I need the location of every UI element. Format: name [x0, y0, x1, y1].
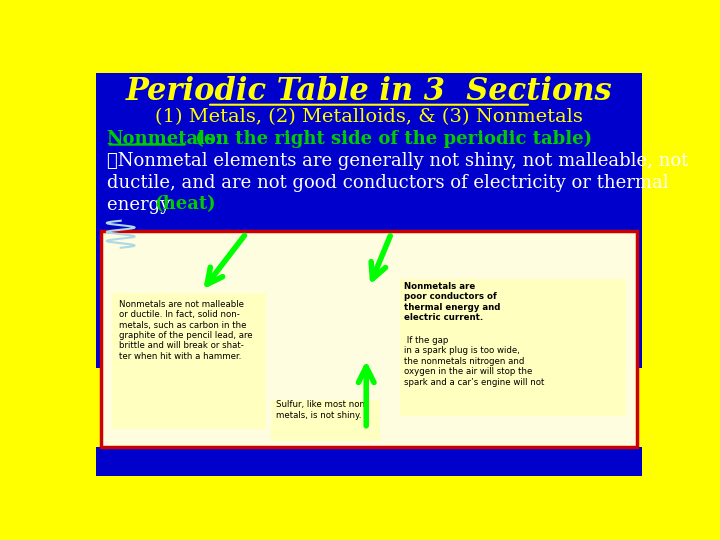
Bar [96, 447, 642, 476]
Text: Nonmetals are not malleable
or ductile. In fact, solid non-
metals, such as carb: Nonmetals are not malleable or ductile. … [119, 300, 253, 361]
Bar [96, 73, 642, 368]
Text: (heat): (heat) [154, 195, 216, 213]
Text: (on the right side of the periodic table): (on the right side of the periodic table… [189, 130, 592, 148]
Text: energy: energy [107, 195, 176, 213]
Text: ➔Nonmetal elements are generally not shiny, not malleable, not: ➔Nonmetal elements are generally not shi… [107, 152, 688, 170]
Text: Periodic Table in 3  Sections: Periodic Table in 3 Sections [126, 76, 612, 107]
Text: Nonmetals are
poor conductors of
thermal energy and
electric current.: Nonmetals are poor conductors of thermal… [404, 282, 500, 322]
Bar [271, 400, 380, 441]
Bar [400, 279, 626, 416]
Bar [101, 231, 636, 447]
Text: Nonmetals:: Nonmetals: [107, 130, 222, 148]
Text: (1) Metals, (2) Metalloids, & (3) Nonmetals: (1) Metals, (2) Metalloids, & (3) Nonmet… [155, 108, 583, 126]
Text: If the gap
in a spark plug is too wide,
the nonmetals nitrogen and
oxygen in the: If the gap in a spark plug is too wide, … [404, 336, 544, 387]
Bar [112, 293, 266, 429]
Text: ductile, and are not good conductors of electricity or thermal: ductile, and are not good conductors of … [107, 174, 668, 192]
Text: Sulfur, like most non-
metals, is not shiny.: Sulfur, like most non- metals, is not sh… [276, 400, 368, 420]
